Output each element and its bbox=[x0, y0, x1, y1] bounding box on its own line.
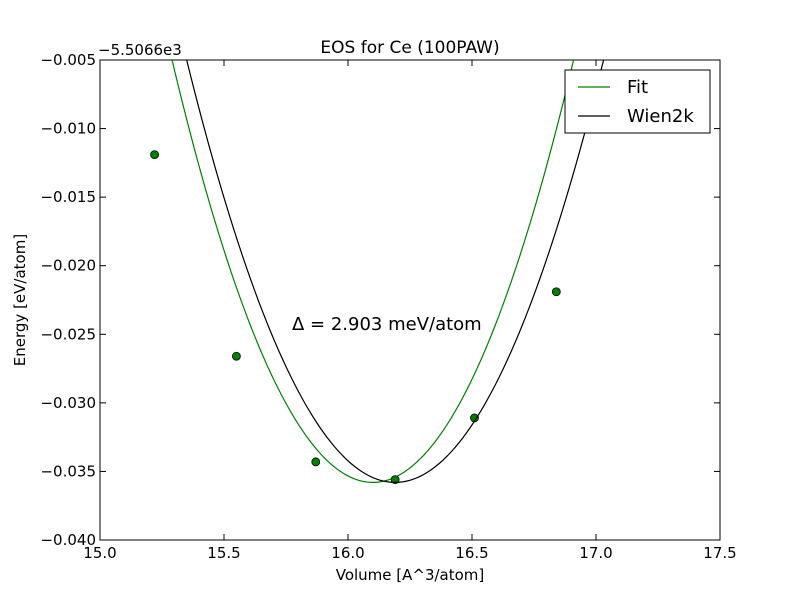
y-offset-label: −5.5066e3 bbox=[98, 41, 182, 59]
chart-title: EOS for Ce (100PAW) bbox=[320, 38, 499, 58]
legend-label-wien2k: Wien2k bbox=[627, 106, 694, 127]
legend-box bbox=[564, 69, 711, 134]
data-point-fit bbox=[231, 351, 241, 361]
delta-annotation: Δ = 2.903 meV/atom bbox=[292, 314, 482, 335]
plot-area bbox=[99, 59, 721, 541]
y-tick-label: −0.010 bbox=[40, 120, 96, 138]
y-tick-label: −0.040 bbox=[40, 531, 96, 549]
data-point-fit bbox=[390, 475, 400, 485]
y-tick-label: −0.005 bbox=[40, 51, 96, 69]
legend-label-fit: Fit bbox=[627, 77, 648, 98]
x-tick-label: 15.5 bbox=[207, 544, 240, 562]
data-point-fit bbox=[311, 457, 321, 467]
x-tick-label: 17.5 bbox=[703, 544, 736, 562]
x-axis-label: Volume [A^3/atom] bbox=[336, 566, 485, 584]
data-point-fit bbox=[150, 150, 159, 160]
x-tick-label: 15.0 bbox=[83, 544, 116, 562]
y-tick-label: −0.025 bbox=[40, 325, 96, 343]
x-tick-label: 16.5 bbox=[455, 544, 488, 562]
x-tick-label: 16.0 bbox=[331, 544, 364, 562]
data-point-fit bbox=[551, 287, 561, 297]
y-tick-label: −0.035 bbox=[40, 462, 96, 480]
y-tick-label: −0.020 bbox=[40, 257, 96, 275]
x-ticks: 15.0 15.5 16.0 16.5 17.0 17.5 bbox=[83, 60, 737, 562]
x-tick-label: 17.0 bbox=[579, 544, 612, 562]
y-tick-label: −0.030 bbox=[40, 394, 96, 412]
y-ticks: −0.040 −0.035 −0.030 −0.025 −0.020 −0.015 −0.0… bbox=[40, 51, 720, 549]
series-layer bbox=[150, 60, 605, 485]
series-line-wien2k bbox=[186, 60, 605, 484]
y-axis-label: Energy [eV/atom] bbox=[11, 234, 29, 366]
legend: Fit Wien2k bbox=[564, 69, 711, 134]
y-tick-label: −0.015 bbox=[40, 188, 96, 206]
